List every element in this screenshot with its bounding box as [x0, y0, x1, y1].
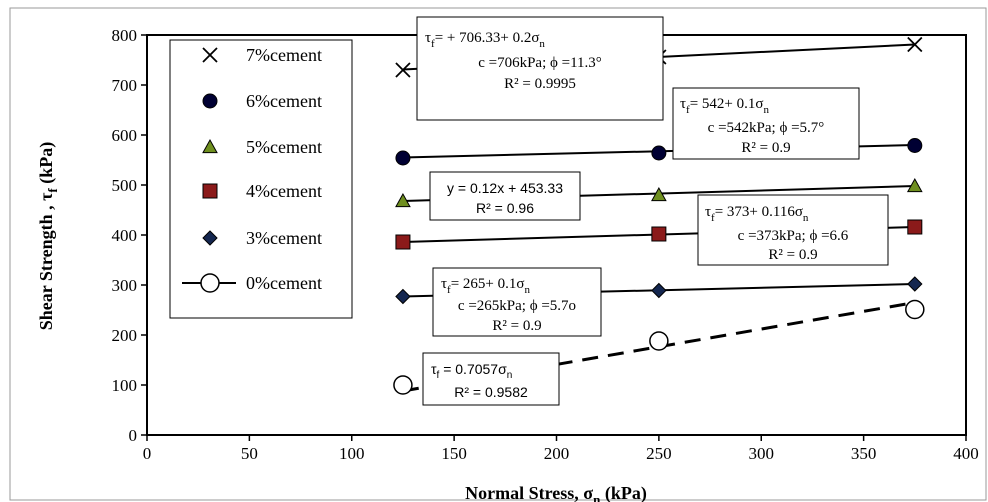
y-tick-label: 0: [129, 426, 138, 445]
data-point-0-pct-cement: [393, 375, 413, 395]
annotation-4-line-3: R² = 0.9: [768, 247, 817, 263]
legend-label-7-pct-cement: 7%cement: [246, 45, 322, 65]
legend-marker-7-pct-cement: [202, 47, 218, 63]
x-tick-label: 250: [646, 444, 672, 463]
data-points: [393, 36, 925, 395]
x-tick-label: 0: [143, 444, 152, 463]
x-tick-label: 150: [441, 444, 467, 463]
annotation-3-cement: τf= 265+ 0.1σn c =265kPa; ϕ =5.7o R² = 0…: [432, 267, 602, 337]
y-tick-label: 100: [112, 376, 138, 395]
y-tick-label: 300: [112, 276, 138, 295]
legend-label-4-pct-cement: 4%cement: [246, 181, 322, 201]
x-tick-label: 350: [851, 444, 877, 463]
data-point-5-pct-cement: [395, 192, 411, 208]
y-tick-label: 400: [112, 226, 138, 245]
legend-label-6-pct-cement: 6%cement: [246, 91, 322, 111]
data-point-7-pct-cement: [907, 36, 923, 53]
chart-frame: [9, 7, 987, 501]
legend: 7%cement 6%cement 5%cement 4%cement 3%cement…: [169, 39, 353, 319]
legend-label-5-pct-cement: 5%cement: [246, 137, 322, 157]
data-point-7-pct-cement: [395, 62, 411, 78]
annotation-6-line-1: τf= 542+ 0.1σn: [680, 96, 769, 116]
y-tick-label: 700: [112, 76, 138, 95]
annotation-5-line-1: y = 0.12x + 453.33: [447, 180, 563, 196]
legend-marker-5-pct-cement: [202, 138, 218, 154]
data-point-6-pct-cement: [395, 150, 411, 166]
data-point-0-pct-cement: [905, 299, 925, 320]
annotation-3-line-1: τf= 265+ 0.1σn: [441, 276, 530, 296]
data-point-5-pct-cement: [651, 186, 667, 202]
data-point-6-pct-cement: [651, 145, 667, 161]
data-point-0-pct-cement: [649, 331, 669, 351]
data-point-4-pct-cement: [395, 234, 411, 250]
annotation-0-line-1: τf = 0.7057σn: [431, 361, 512, 381]
annotation-4-cement: τf= 373+ 0.116σn c =373kPa; ϕ =6.6 R² = …: [697, 194, 889, 266]
annotation-4-line-1: τf= 373+ 0.116σn: [705, 204, 809, 224]
legend-marker-3-pct-cement: [202, 230, 218, 246]
data-point-3-pct-cement: [395, 288, 411, 305]
legend-label-0-pct-cement: 0%cement: [246, 273, 322, 293]
annotation-7-line-2: c =706kPa; ϕ =11.3°: [478, 55, 602, 71]
annotation-7-cement: τf= + 706.33+ 0.2σn c =706kPa; ϕ =11.3° …: [416, 16, 664, 121]
data-point-3-pct-cement: [651, 282, 667, 299]
x-tick-label: 200: [544, 444, 570, 463]
annotation-0-cement: τf = 0.7057σn R² = 0.9582: [422, 352, 560, 406]
x-tick-label: 400: [953, 444, 979, 463]
data-point-3-pct-cement: [907, 276, 923, 292]
annotation-0-line-2: R² = 0.9582: [454, 384, 528, 400]
annotation-6-line-2: c =542kPa; ϕ =5.7°: [708, 120, 825, 136]
y-axis-label: Shear Strength , τf (kPa): [36, 142, 60, 331]
x-tick-label: 100: [339, 444, 365, 463]
y-tick-label: 500: [112, 176, 138, 195]
annotation-3-line-3: R² = 0.9: [492, 318, 541, 334]
annotation-6-line-3: R² = 0.9: [741, 140, 790, 156]
annotation-7-line-3: R² = 0.9995: [504, 76, 576, 92]
x-tick-label: 50: [241, 444, 258, 463]
y-tick-label: 800: [112, 26, 138, 45]
annotation-7-line-1: τf= + 706.33+ 0.2σn: [425, 30, 545, 50]
y-tick-label: 200: [112, 326, 138, 345]
annotation-5-cement: y = 0.12x + 453.33 R² = 0.96: [429, 171, 581, 221]
data-point-5-pct-cement: [906, 177, 923, 193]
annotation-4-line-2: c =373kPa; ϕ =6.6: [738, 228, 849, 244]
axis-ticks: 0 50 100 150 200 250 300 350 400 0 100 200 300 400 500…: [112, 26, 979, 463]
data-point-6-pct-cement: [907, 138, 923, 153]
legend-label-3-pct-cement: 3%cement: [246, 228, 322, 248]
legend-box: [169, 39, 353, 319]
legend-marker-4-pct-cement: [202, 183, 218, 199]
data-point-4-pct-cement: [907, 219, 923, 235]
legend-marker-0-pct-cement: [200, 273, 220, 293]
x-tick-label: 300: [749, 444, 775, 463]
y-tick-label: 600: [112, 126, 138, 145]
annotation-5-line-2: R² = 0.96: [476, 200, 534, 216]
annotation-6-cement: τf= 542+ 0.1σn c =542kPa; ϕ =5.7° R² = 0…: [672, 87, 860, 160]
annotation-3-line-2: c =265kPa; ϕ =5.7o: [458, 298, 576, 314]
x-axis-label: Normal Stress, σn (kPa): [465, 483, 647, 502]
data-point-4-pct-cement: [651, 226, 667, 242]
legend-marker-6-pct-cement: [202, 93, 218, 109]
